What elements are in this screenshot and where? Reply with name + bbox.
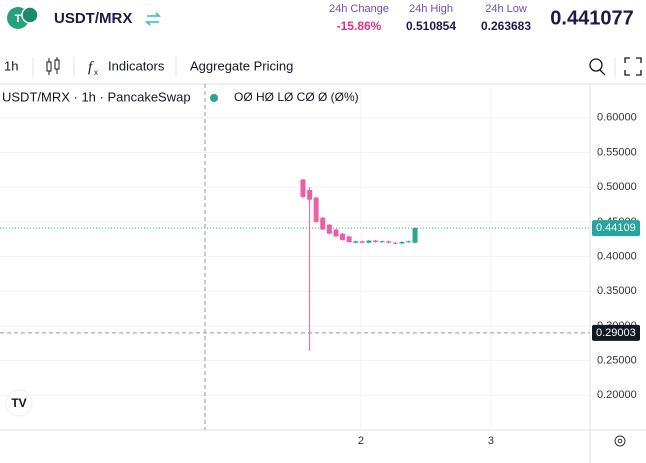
svg-text:TV: TV: [11, 396, 26, 410]
stat-value: 0.263683: [481, 19, 531, 33]
stat-value: 0.510854: [406, 19, 456, 33]
indicators-button[interactable]: Indicators: [108, 58, 165, 73]
x-tick-label: 3: [488, 435, 494, 447]
crosshair-price-box: [592, 324, 640, 341]
y-tick-label: 0.60000: [597, 112, 637, 124]
x-tick-label: 2: [358, 435, 364, 447]
candle-body: [386, 241, 392, 243]
candle-body: [366, 240, 372, 243]
candle-body: [326, 224, 332, 234]
candle-body: [320, 217, 326, 230]
candle-body: [399, 242, 405, 244]
aggregate-pricing-button[interactable]: Aggregate Pricing: [190, 58, 293, 73]
token-icon: T: [7, 6, 39, 29]
stat-value: -15.86%: [337, 19, 382, 33]
last-price-label: 0.44109: [596, 222, 636, 234]
y-tick-label: 0.50000: [597, 181, 637, 193]
ohlc-legend: OØ HØ LØ CØ Ø (Ø%): [234, 90, 359, 104]
candle-body: [412, 228, 418, 243]
candle-body: [373, 240, 379, 243]
candle-body: [405, 241, 411, 243]
settings-button[interactable]: [614, 435, 626, 447]
chart-type-button[interactable]: [46, 57, 60, 75]
pair-name: USDT/MRX: [54, 10, 132, 27]
y-tick-label: 0.25000: [597, 355, 637, 367]
tv-logo: TV: [5, 389, 33, 417]
zoom-button[interactable]: [589, 58, 606, 76]
candle-body: [300, 179, 306, 197]
current-price: 0.441077: [550, 7, 633, 29]
y-tick-label: 0.20000: [597, 389, 637, 401]
candle-body: [379, 241, 385, 243]
last-price-box: [592, 220, 640, 237]
candle-body: [313, 197, 319, 222]
interval-button[interactable]: 1h: [4, 58, 18, 73]
fullscreen-button[interactable]: [624, 57, 642, 76]
crosshair-price-label: 0.29003: [596, 327, 636, 339]
indicators-icon: f: [88, 59, 94, 75]
status-dot: [210, 94, 218, 102]
y-tick-label: 0.40000: [597, 250, 637, 262]
candle-body: [392, 242, 398, 244]
indicators-icon: x: [94, 68, 98, 77]
legend-title: USDT/MRX · 1h · PancakeSwap: [2, 89, 191, 104]
candle-body: [359, 241, 365, 243]
stat-label: 24h High: [409, 3, 453, 15]
stat-label: 24h Low: [485, 3, 527, 15]
swap-icon[interactable]: [145, 12, 161, 26]
candle-body: [353, 241, 359, 243]
candle-body: [333, 229, 339, 237]
candle-body: [346, 236, 352, 243]
stat-label: 24h Change: [329, 3, 389, 15]
candle-body: [340, 233, 346, 240]
y-tick-label: 0.55000: [597, 146, 637, 158]
y-tick-label: 0.35000: [597, 285, 637, 297]
svg-text:T: T: [15, 13, 22, 25]
plot: 0.600000.550000.500000.450000.400000.350…: [0, 84, 646, 463]
candle-body: [307, 189, 313, 200]
